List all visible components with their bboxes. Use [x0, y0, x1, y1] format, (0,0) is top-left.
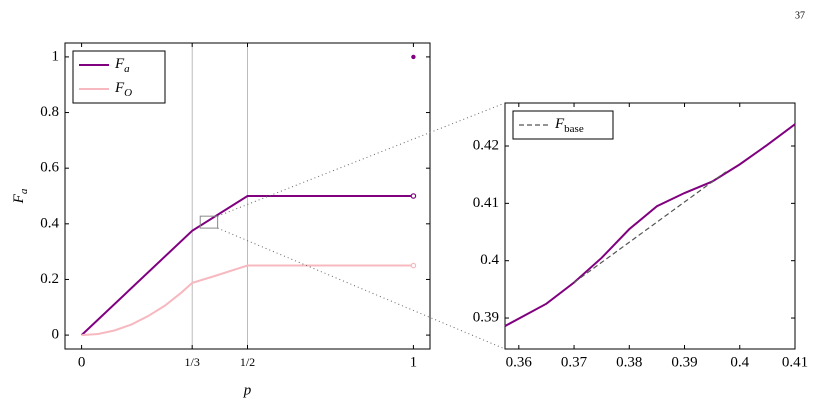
y-tick-label: 0.39	[473, 309, 499, 325]
x-tick-label: 0.38	[616, 354, 642, 370]
zoom-connector	[217, 102, 506, 217]
x-tick-label: 0.41	[782, 354, 808, 370]
point	[411, 54, 416, 60]
end-marker	[410, 262, 417, 269]
y-tick-label: 0.6	[40, 160, 59, 176]
y-tick-label: 0.2	[40, 271, 59, 287]
x-tick-label: 0.36	[506, 354, 533, 370]
legend-label: Fa	[114, 56, 130, 74]
x-tick-label: 0	[78, 354, 86, 370]
y-tick-label: 1	[52, 48, 60, 64]
legend-label: Fbase	[554, 116, 584, 134]
legend-box	[72, 50, 166, 104]
end-marker	[410, 193, 417, 199]
y-axis-label: Fa	[11, 188, 29, 204]
legend-label: FO	[114, 80, 132, 98]
series-line	[81, 264, 414, 337]
x-tick-label: 0.39	[671, 354, 697, 370]
page-number: 37	[795, 10, 805, 21]
x-tick-label: 0.37	[561, 354, 588, 370]
x-tick-label: 1	[410, 354, 418, 370]
y-tick-label: 0.4	[40, 215, 59, 231]
y-tick-label: 0.42	[473, 137, 499, 153]
x-axis-label: p	[243, 382, 252, 398]
series-line	[504, 123, 796, 327]
y-tick-label: 0.41	[473, 195, 499, 211]
series-line	[80, 195, 414, 336]
y-tick-label: 0.8	[40, 104, 59, 120]
zoom-box	[199, 215, 219, 229]
y-tick-label: 0	[52, 327, 60, 343]
plot-frame	[504, 102, 796, 350]
series-line	[573, 171, 727, 283]
zoom-connector	[217, 227, 506, 350]
x-tick-label: 1/2	[240, 355, 255, 369]
x-tick-label: 0.4	[730, 354, 749, 370]
x-tick-label: 1/3	[185, 355, 200, 369]
y-tick-label: 0.4	[480, 252, 499, 268]
